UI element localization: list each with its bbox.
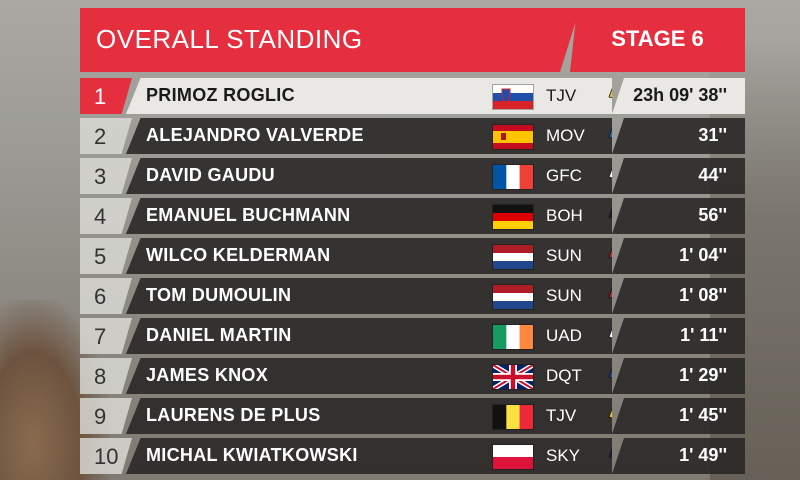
rider-name: JAMES KNOX [146,365,269,385]
standings-title: OVERALL STANDING [96,24,363,54]
germany-flag [492,204,534,230]
team-code: GFC [546,166,582,185]
standing-row: 5 WILCO KELDERMAN SUN 1' 04'' [80,238,745,274]
position-cell: 7 [80,318,132,354]
slovenia-flag [492,84,534,110]
time-cell: 56'' [612,198,745,234]
rider-cell: TOM DUMOULIN SUN [126,278,612,314]
position-number: 2 [94,124,107,149]
position-cell: 9 [80,398,132,434]
spain-flag [492,124,534,150]
time-cell: 1' 49'' [612,438,745,474]
team-code: TJV [546,406,577,425]
team-code: TJV [546,86,577,105]
position-cell: 5 [80,238,132,274]
header-stage-panel: STAGE 6 [570,8,745,72]
time-cell: 1' 45'' [612,398,745,434]
rider-cell: EMANUEL BUCHMANN BOH [126,198,612,234]
france-flag [492,164,534,190]
time-gap: 56'' [698,205,727,225]
time-gap: 31'' [698,125,727,145]
ireland-flag [492,324,534,350]
position-cell: 6 [80,278,132,314]
time-cell: 23h 09' 38'' [612,78,745,114]
rider-cell: PRIMOZ ROGLIC TJV [126,78,612,114]
position-number: 3 [94,164,107,189]
standing-row: 4 EMANUEL BUCHMANN BOH 56'' [80,198,745,234]
rider-name: MICHAL KWIATKOWSKI [146,445,358,465]
position-number: 4 [94,204,107,229]
time-gap: 1' 45'' [679,405,727,425]
position-cell: 8 [80,358,132,394]
time-gap: 1' 29'' [679,365,727,385]
standing-row: 2 ALEJANDRO VALVERDE MOV 31'' [80,118,745,154]
position-number: 6 [94,284,107,309]
standing-row: 1 PRIMOZ ROGLIC TJV 23h 09' 38'' [80,78,745,114]
rider-name: ALEJANDRO VALVERDE [146,125,364,145]
time-cell: 1' 04'' [612,238,745,274]
rider-name: EMANUEL BUCHMANN [146,205,351,225]
time-gap: 1' 11'' [680,325,727,345]
rider-cell: WILCO KELDERMAN SUN [126,238,612,274]
position-number: 7 [94,324,107,349]
netherlands-flag [492,284,534,310]
team-code: UAD [546,326,582,345]
rider-name: WILCO KELDERMAN [146,245,331,265]
standings-header: OVERALL STANDING STAGE 6 [80,8,745,72]
time-gap: 1' 49'' [679,445,727,465]
rider-name: LAURENS DE PLUS [146,405,321,425]
position-cell: 2 [80,118,132,154]
position-cell: 1 [80,78,132,114]
time-gap: 44'' [698,165,727,185]
standing-row: 9 LAURENS DE PLUS TJV 1' 45'' [80,398,745,434]
position-number: 1 [94,84,107,109]
standing-row: 7 DANIEL MARTIN UAD 1' 11'' [80,318,745,354]
standing-row: 3 DAVID GAUDU GFC 44'' [80,158,745,194]
time-cell: 1' 11'' [612,318,745,354]
time-gap: 23h 09' 38'' [633,85,727,105]
position-cell: 10 [80,438,132,474]
standing-row: 8 JAMES KNOX DQT 1' 29'' [80,358,745,394]
position-number: 5 [94,244,107,269]
standing-row: 6 TOM DUMOULIN SUN 1' 08'' [80,278,745,314]
time-gap: 1' 08'' [679,285,727,305]
rider-name: DAVID GAUDU [146,165,275,185]
rider-cell: DAVID GAUDU GFC [126,158,612,194]
header-title-panel: OVERALL STANDING [80,8,580,72]
rider-cell: DANIEL MARTIN UAD [126,318,612,354]
team-code: SUN [546,286,582,305]
team-code: MOV [546,126,585,145]
standing-row: 10 MICHAL KWIATKOWSKI SKY 1' 49'' [80,438,745,474]
position-cell: 4 [80,198,132,234]
time-cell: 31'' [612,118,745,154]
position-cell: 3 [80,158,132,194]
rider-cell: ALEJANDRO VALVERDE MOV [126,118,612,154]
team-code: SKY [546,446,581,465]
position-number: 8 [94,364,107,389]
team-code: SUN [546,246,582,265]
poland-flag [492,444,534,470]
netherlands-flag [492,244,534,270]
rider-cell: MICHAL KWIATKOWSKI SKY [126,438,612,474]
rider-name: PRIMOZ ROGLIC [146,85,295,105]
team-code: BOH [546,206,583,225]
belgium-flag [492,404,534,430]
time-cell: 1' 29'' [612,358,745,394]
uk-flag [491,362,535,392]
position-number: 9 [94,404,107,429]
stage-label: STAGE 6 [611,26,704,51]
time-cell: 44'' [612,158,745,194]
rider-name: TOM DUMOULIN [146,285,292,305]
time-gap: 1' 04'' [679,245,727,265]
team-code: DQT [546,366,582,385]
rider-cell: LAURENS DE PLUS TJV [126,398,612,434]
rider-name: DANIEL MARTIN [146,325,292,345]
position-number: 10 [94,444,119,469]
rider-cell: JAMES KNOX DQT [126,358,612,394]
time-cell: 1' 08'' [612,278,745,314]
